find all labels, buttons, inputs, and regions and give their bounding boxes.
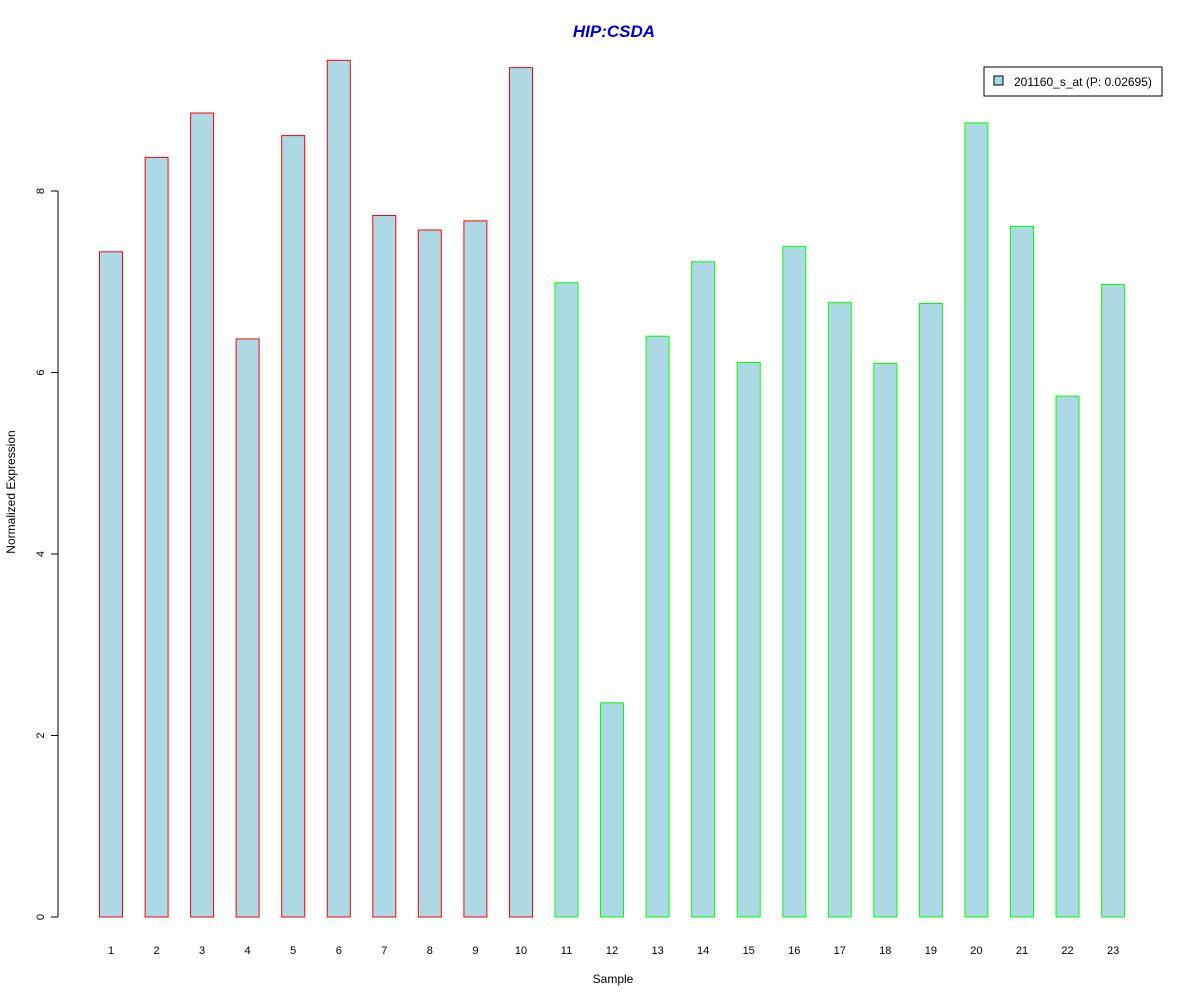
- bar-sample-12: [600, 702, 624, 918]
- bar-sample-4: [235, 338, 260, 918]
- x-tick-label-11: 11: [561, 945, 572, 957]
- x-tick-label-23: 23: [1107, 945, 1119, 957]
- bar-sample-6: [326, 59, 351, 918]
- y-tick-label-4: 4: [35, 551, 47, 557]
- y-tick-label-2: 2: [35, 732, 47, 738]
- x-tick-label-22: 22: [1061, 945, 1073, 957]
- x-tick-label-14: 14: [697, 945, 709, 957]
- x-tick-label-19: 19: [925, 945, 937, 957]
- x-tick-label-9: 9: [472, 945, 478, 957]
- x-tick-label-1: 1: [108, 945, 114, 957]
- x-tick-label-20: 20: [970, 945, 982, 957]
- x-tick-label-13: 13: [651, 945, 663, 957]
- x-axis: 1 2 3 4 5 6 7 8 9 10 11 12 13 14 15 16 17 18 19 20 21 22 23: [108, 945, 1119, 957]
- bar-sample-10: [509, 67, 533, 918]
- bar-sample-19: [918, 303, 943, 918]
- x-tick-label-5: 5: [290, 945, 296, 957]
- x-tick-label-6: 6: [336, 945, 342, 957]
- bar-sample-23: [1101, 284, 1126, 918]
- y-axis-title: Normalized Expression: [4, 430, 18, 553]
- legend-label: 201160_s_at (P: 0.02695): [1014, 75, 1152, 89]
- bar-sample-1: [99, 251, 123, 918]
- x-tick-label-4: 4: [245, 945, 251, 957]
- bars-group: [99, 59, 1126, 918]
- bar-sample-9: [463, 220, 488, 918]
- x-tick-label-17: 17: [834, 945, 846, 957]
- y-tick-label-6: 6: [35, 369, 47, 375]
- chart-title: HIP:CSDA: [573, 22, 655, 41]
- bar-sample-8: [417, 229, 442, 918]
- bar-sample-22: [1055, 395, 1080, 918]
- bar-sample-18: [873, 362, 898, 918]
- x-tick-label-2: 2: [154, 945, 160, 957]
- x-tick-label-7: 7: [381, 945, 387, 957]
- bar-sample-14: [691, 261, 716, 918]
- bar-sample-5: [281, 135, 306, 918]
- x-tick-label-10: 10: [515, 945, 527, 957]
- bar-sample-21: [1010, 225, 1034, 918]
- bar-sample-16: [782, 245, 807, 918]
- y-tick-label-0: 0: [35, 914, 47, 920]
- y-axis: 0 2 4 6 8: [35, 188, 59, 920]
- bar-sample-2: [144, 156, 169, 918]
- bar-sample-17: [827, 302, 852, 918]
- x-tick-label-15: 15: [743, 945, 755, 957]
- bar-sample-7: [372, 215, 397, 918]
- x-axis-title: Sample: [593, 972, 634, 986]
- x-tick-label-21: 21: [1016, 945, 1028, 957]
- bar-sample-20: [964, 122, 989, 918]
- bar-sample-13: [645, 335, 670, 918]
- x-tick-label-8: 8: [427, 945, 433, 957]
- x-tick-label-3: 3: [199, 945, 205, 957]
- x-tick-label-12: 12: [606, 945, 618, 957]
- legend-box: [983, 66, 1163, 97]
- x-tick-label-16: 16: [788, 945, 800, 957]
- legend-swatch: [993, 75, 1004, 86]
- legend: 201160_s_at (P: 0.02695): [983, 66, 1163, 97]
- y-tick-label-8: 8: [35, 188, 47, 194]
- bar-sample-11: [554, 282, 579, 918]
- bar-sample-15: [736, 362, 761, 918]
- bar-sample-3: [190, 112, 215, 918]
- x-tick-label-18: 18: [879, 945, 891, 957]
